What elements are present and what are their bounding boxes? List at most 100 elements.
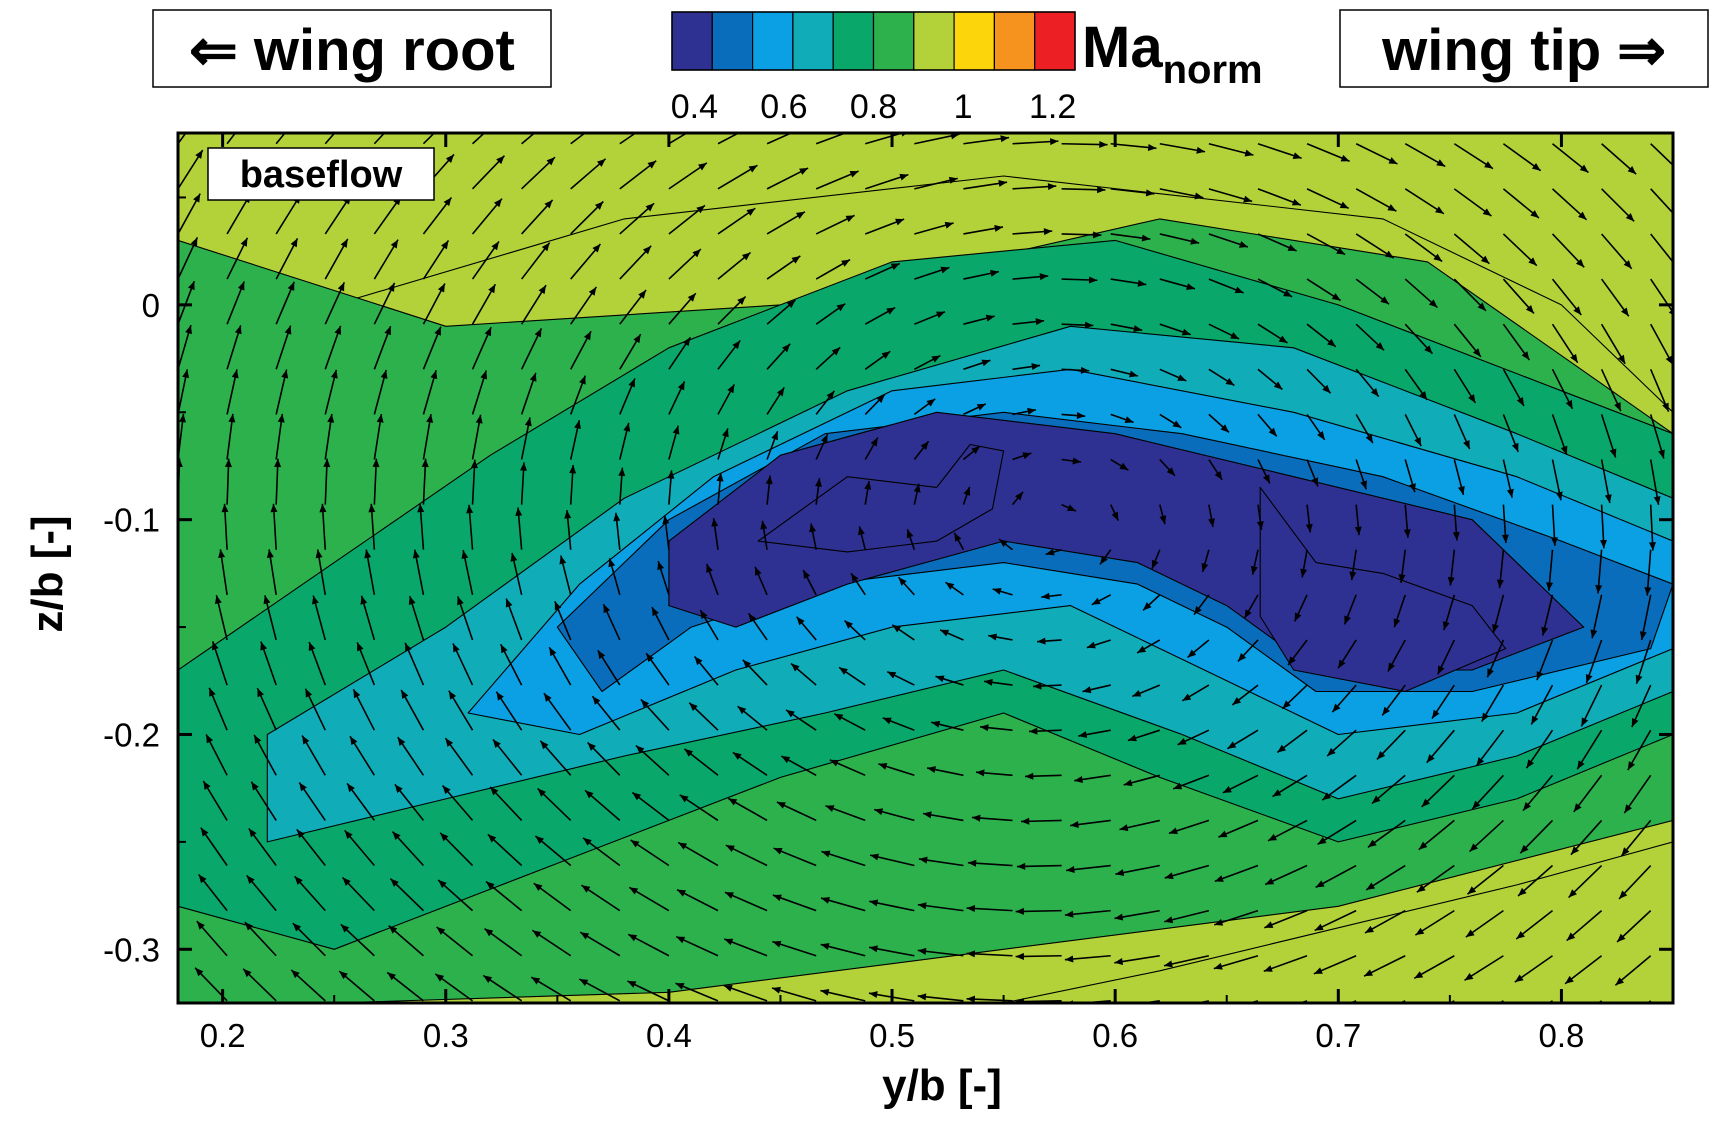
vector-arrowhead	[244, 922, 254, 931]
x-tick-label: 0.8	[1538, 1017, 1584, 1054]
vector-arrowhead	[153, 827, 160, 836]
vector-arrow	[570, 133, 587, 145]
vector-arrowhead	[1317, 431, 1325, 440]
vector-arrowhead	[1132, 690, 1142, 697]
vector-arrowhead	[1665, 355, 1673, 365]
vector-arrowhead	[302, 735, 310, 745]
vector-arrowhead	[746, 208, 756, 216]
vector-arrowhead	[895, 218, 905, 226]
vector-arrowhead	[1227, 741, 1237, 749]
vector-arrowhead	[315, 549, 323, 559]
vector-arrowhead	[1624, 804, 1632, 814]
vector-arrowhead	[799, 168, 809, 175]
vector-arrowhead	[327, 413, 335, 423]
vector-arrowhead	[1137, 279, 1147, 287]
vector-arrowhead	[992, 587, 1002, 595]
vector-arrowhead	[151, 874, 159, 883]
vector-arrowhead	[1476, 757, 1485, 766]
vector-arrowhead	[537, 788, 546, 797]
vector-arrowhead	[1100, 555, 1108, 565]
colorbar-swatch	[832, 11, 875, 71]
vector-arrowhead	[1416, 884, 1426, 893]
vector-arrowhead	[1482, 208, 1492, 217]
vector-arrowhead	[1452, 531, 1460, 541]
vector-arrowhead	[260, 641, 268, 651]
vector-arrowhead	[1066, 866, 1075, 873]
vector-arrowhead	[728, 798, 738, 806]
vector-arrowhead	[742, 659, 752, 669]
y-tick-label: -0.1	[103, 502, 160, 539]
vector-arrowhead	[163, 641, 170, 650]
vector-arrowhead	[998, 179, 1008, 187]
vector-arrowhead	[890, 263, 900, 271]
vector-arrowhead	[426, 414, 434, 423]
vector-arrowhead	[618, 467, 626, 477]
vector-arrowhead	[1300, 568, 1308, 578]
colorbar-frame	[671, 11, 1076, 71]
vector-arrowhead	[1214, 875, 1224, 882]
vector-arrowhead	[1041, 592, 1050, 600]
vector-arrowhead	[1070, 821, 1079, 828]
vector-arrowhead	[1291, 198, 1301, 206]
colorbar-title: Manorm	[1082, 15, 1263, 92]
colorbar-tick-label: 0.6	[760, 88, 807, 126]
vector-arrowhead	[1114, 913, 1124, 921]
vector-arrowhead	[1468, 394, 1476, 404]
vector-arrowhead	[1250, 565, 1258, 575]
vector-arrowhead	[1577, 760, 1585, 770]
vector-arrowhead	[1363, 1013, 1372, 1020]
vector-arrowhead	[498, 113, 506, 121]
vector-arrowhead	[844, 620, 853, 629]
vector-arrowhead	[312, 595, 319, 605]
vector-arrowhead	[834, 713, 844, 721]
vector-arrowhead	[1294, 612, 1302, 622]
vector-arrowhead	[209, 687, 216, 697]
vector-arrow	[178, 682, 179, 686]
contour-region-dark-blue-right	[1259, 486, 1507, 693]
vector-arrowhead	[940, 266, 950, 274]
vector-arrowhead	[564, 510, 572, 519]
vector-arrowhead	[1382, 706, 1391, 716]
vector-arrowhead	[776, 801, 786, 809]
vector-arrowhead	[858, 526, 865, 536]
vector-arrowhead	[535, 835, 545, 844]
vector-arrowhead	[886, 307, 896, 315]
y-tick-label: 0	[142, 287, 160, 324]
vector-arrowhead	[340, 924, 350, 933]
vector-arrowhead	[935, 675, 945, 683]
vector-arrowhead	[927, 766, 936, 774]
vector-arrowhead	[1225, 378, 1235, 386]
vector-arrowhead	[1272, 789, 1282, 797]
vector-arrowhead	[505, 598, 513, 608]
vector-arrowhead	[161, 687, 168, 696]
vector-arrowhead	[1523, 802, 1532, 811]
vector-arrowhead	[1099, 141, 1108, 149]
vector-arrowhead	[596, 158, 606, 167]
vector-arrowhead	[1086, 641, 1096, 649]
vector-arrowhead	[694, 656, 703, 666]
vector-arrowhead	[971, 814, 981, 822]
vector-arrowhead	[488, 284, 496, 294]
vector-arrowhead	[1384, 250, 1394, 259]
vector-arrowhead	[841, 259, 851, 267]
vector-arrowhead	[689, 702, 698, 712]
vector-arrowhead	[677, 889, 687, 897]
vector-arrowhead	[580, 932, 590, 940]
vector-arrowhead	[200, 827, 209, 837]
vector-arrowhead	[1516, 397, 1524, 406]
vector-arrowhead	[1496, 579, 1504, 589]
vector-arrowhead	[700, 610, 708, 620]
vector-arrow	[619, 133, 638, 145]
vector-arrowhead	[438, 880, 447, 889]
vector-arrowhead	[387, 282, 395, 292]
vector-arrowhead	[647, 160, 657, 169]
vector-arrowhead	[319, 503, 327, 513]
vector-arrowhead	[814, 478, 822, 487]
vector-arrowhead	[1022, 452, 1032, 460]
vector-arrowhead	[1614, 1021, 1623, 1029]
vector-arrowhead	[732, 752, 742, 760]
colorbar-swatch	[671, 11, 713, 71]
vector-arrowhead	[1585, 673, 1593, 683]
vector-arrowhead	[1082, 686, 1092, 694]
